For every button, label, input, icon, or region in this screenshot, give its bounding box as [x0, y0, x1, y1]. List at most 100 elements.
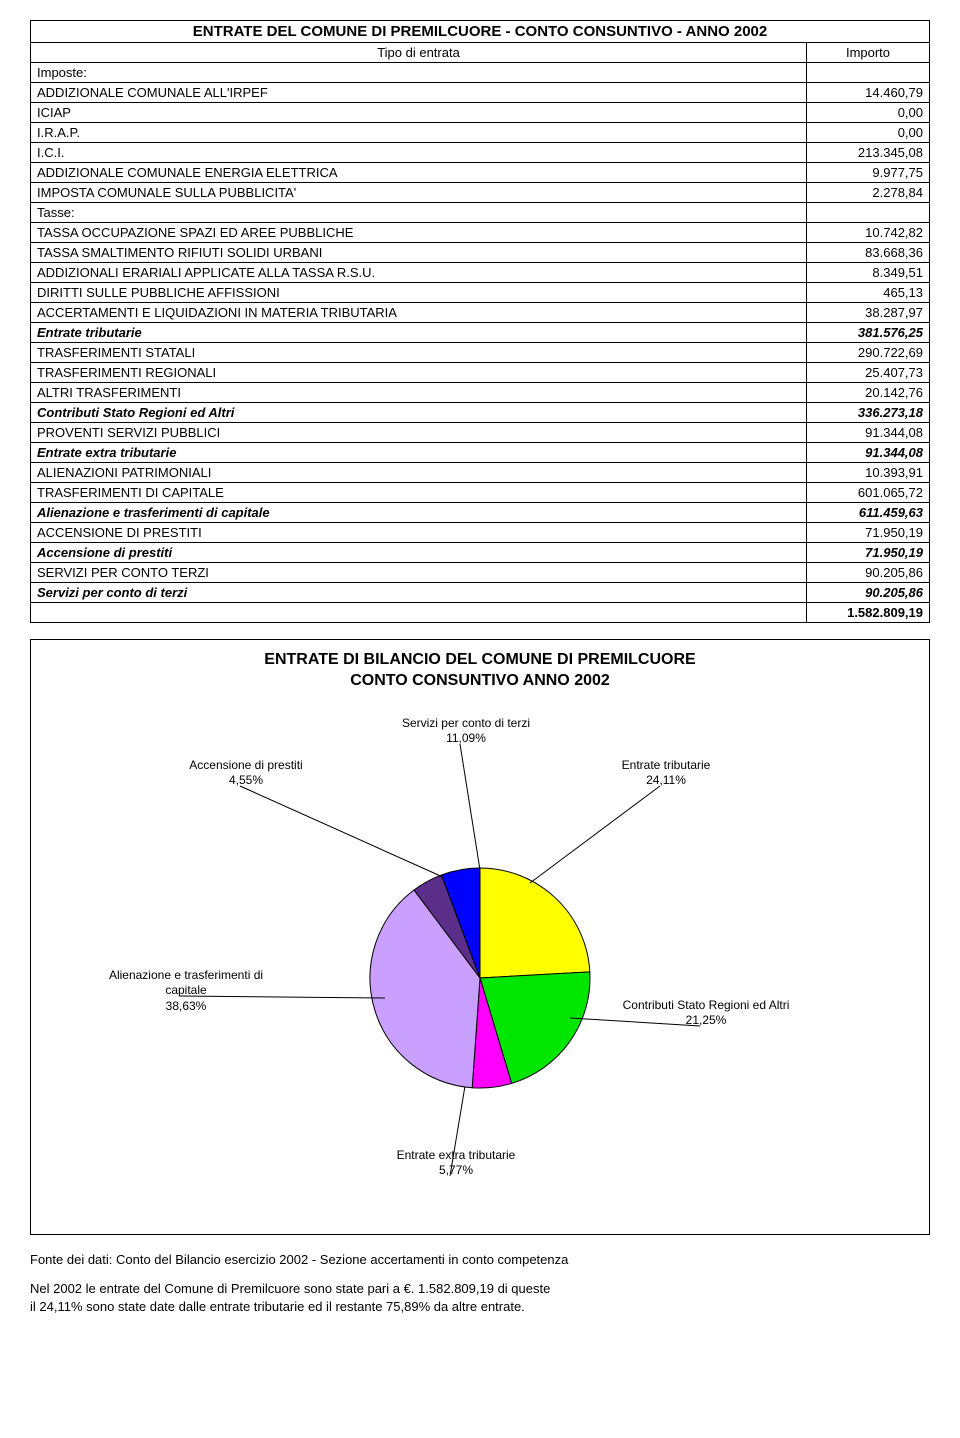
row-value: 0,00 [807, 123, 930, 143]
row-value: 601.065,72 [807, 483, 930, 503]
table-title: ENTRATE DEL COMUNE DI PREMILCUORE - CONT… [31, 21, 930, 43]
leader-line [460, 744, 480, 870]
row-label: Alienazione e trasferimenti di capitale [31, 503, 807, 523]
row-label: Contributi Stato Regioni ed Altri [31, 403, 807, 423]
row-value [807, 63, 930, 83]
row-value: 290.722,69 [807, 343, 930, 363]
row-label: ACCENSIONE DI PRESTITI [31, 523, 807, 543]
table-row: TRASFERIMENTI STATALI290.722,69 [31, 343, 930, 363]
row-label: Entrate tributarie [31, 323, 807, 343]
row-label: ACCERTAMENTI E LIQUIDAZIONI IN MATERIA T… [31, 303, 807, 323]
chart-box: ENTRATE DI BILANCIO DEL COMUNE DI PREMIL… [30, 639, 930, 1235]
col-right: Importo [807, 43, 930, 63]
table-row: Entrate extra tributarie91.344,08 [31, 443, 930, 463]
row-label [31, 603, 807, 623]
row-value: 91.344,08 [807, 443, 930, 463]
leader-line [240, 786, 445, 878]
table-row: ADDIZIONALE COMUNALE ALL'IRPEF14.460,79 [31, 83, 930, 103]
row-value: 336.273,18 [807, 403, 930, 423]
table-row: TRASFERIMENTI DI CAPITALE601.065,72 [31, 483, 930, 503]
table-row: TASSA SMALTIMENTO RIFIUTI SOLIDI URBANI8… [31, 243, 930, 263]
row-value: 0,00 [807, 103, 930, 123]
row-label: ADDIZIONALI ERARIALI APPLICATE ALLA TASS… [31, 263, 807, 283]
leader-line [530, 786, 660, 883]
row-value: 10.742,82 [807, 223, 930, 243]
row-label: ICIAP [31, 103, 807, 123]
row-label: ALIENAZIONI PATRIMONIALI [31, 463, 807, 483]
table-row: Entrate tributarie381.576,25 [31, 323, 930, 343]
entrate-table: ENTRATE DEL COMUNE DI PREMILCUORE - CONT… [30, 20, 930, 623]
row-label: Tasse: [31, 203, 807, 223]
table-row: ALTRI TRASFERIMENTI20.142,76 [31, 383, 930, 403]
row-value: 9.977,75 [807, 163, 930, 183]
row-value: 83.668,36 [807, 243, 930, 263]
row-value: 71.950,19 [807, 543, 930, 563]
row-label: Servizi per conto di terzi [31, 583, 807, 603]
row-label: ADDIZIONALE COMUNALE ENERGIA ELETTRICA [31, 163, 807, 183]
row-label: I.C.I. [31, 143, 807, 163]
row-label: TASSA OCCUPAZIONE SPAZI ED AREE PUBBLICH… [31, 223, 807, 243]
row-label: IMPOSTA COMUNALE SULLA PUBBLICITA' [31, 183, 807, 203]
row-label: SERVIZI PER CONTO TERZI [31, 563, 807, 583]
row-value: 25.407,73 [807, 363, 930, 383]
table-row: Contributi Stato Regioni ed Altri336.273… [31, 403, 930, 423]
row-label: DIRITTI SULLE PUBBLICHE AFFISSIONI [31, 283, 807, 303]
chart-title-line2: CONTO CONSUNTIVO ANNO 2002 [41, 671, 919, 692]
row-value: 213.345,08 [807, 143, 930, 163]
table-row: Tasse: [31, 203, 930, 223]
row-label: ALTRI TRASFERIMENTI [31, 383, 807, 403]
row-value: 71.950,19 [807, 523, 930, 543]
table-row: ALIENAZIONI PATRIMONIALI10.393,91 [31, 463, 930, 483]
table-row: Servizi per conto di terzi90.205,86 [31, 583, 930, 603]
chart-annotation: Entrate extra tributarie5,77% [371, 1148, 541, 1179]
table-row: I.R.A.P.0,00 [31, 123, 930, 143]
row-value: 14.460,79 [807, 83, 930, 103]
chart-annotation: Accensione di prestiti4,55% [161, 758, 331, 789]
row-label: I.R.A.P. [31, 123, 807, 143]
chart-annotation: Alienazione e trasferimenti di capitale3… [101, 968, 271, 1015]
row-label: TRASFERIMENTI DI CAPITALE [31, 483, 807, 503]
table-row: TRASFERIMENTI REGIONALI25.407,73 [31, 363, 930, 383]
chart-title: ENTRATE DI BILANCIO DEL COMUNE DI PREMIL… [41, 650, 919, 692]
row-label: Accensione di prestiti [31, 543, 807, 563]
chart-annotation: Contributi Stato Regioni ed Altri21,25% [621, 998, 791, 1029]
table-row: ICIAP0,00 [31, 103, 930, 123]
footnotes: Fonte dei dati: Conto del Bilancio eserc… [30, 1251, 930, 1316]
row-value: 1.582.809,19 [807, 603, 930, 623]
table-row: Accensione di prestiti71.950,19 [31, 543, 930, 563]
table-row: Alienazione e trasferimenti di capitale6… [31, 503, 930, 523]
row-value: 8.349,51 [807, 263, 930, 283]
row-value: 91.344,08 [807, 423, 930, 443]
table-row: SERVIZI PER CONTO TERZI90.205,86 [31, 563, 930, 583]
col-left: Tipo di entrata [31, 43, 807, 63]
chart-area: Entrate tributarie24,11% Contributi Stato… [41, 698, 919, 1218]
row-value: 38.287,97 [807, 303, 930, 323]
table-row: PROVENTI SERVIZI PUBBLICI91.344,08 [31, 423, 930, 443]
table-row: TASSA OCCUPAZIONE SPAZI ED AREE PUBBLICH… [31, 223, 930, 243]
row-value: 90.205,86 [807, 563, 930, 583]
row-value [807, 203, 930, 223]
table-row: DIRITTI SULLE PUBBLICHE AFFISSIONI465,13 [31, 283, 930, 303]
table-row: ADDIZIONALE COMUNALE ENERGIA ELETTRICA9.… [31, 163, 930, 183]
row-value: 90.205,86 [807, 583, 930, 603]
table-row: ACCENSIONE DI PRESTITI71.950,19 [31, 523, 930, 543]
row-value: 611.459,63 [807, 503, 930, 523]
footnote-body: Nel 2002 le entrate del Comune di Premil… [30, 1280, 930, 1315]
table-row: Imposte: [31, 63, 930, 83]
row-label: TASSA SMALTIMENTO RIFIUTI SOLIDI URBANI [31, 243, 807, 263]
footnote-source: Fonte dei dati: Conto del Bilancio eserc… [30, 1251, 930, 1269]
row-label: TRASFERIMENTI REGIONALI [31, 363, 807, 383]
row-label: PROVENTI SERVIZI PUBBLICI [31, 423, 807, 443]
chart-annotation: Servizi per conto di terzi11,09% [381, 716, 551, 747]
row-label: TRASFERIMENTI STATALI [31, 343, 807, 363]
table-row: I.C.I.213.345,08 [31, 143, 930, 163]
row-label: Entrate extra tributarie [31, 443, 807, 463]
row-value: 381.576,25 [807, 323, 930, 343]
row-value: 465,13 [807, 283, 930, 303]
row-label: ADDIZIONALE COMUNALE ALL'IRPEF [31, 83, 807, 103]
table-row: ADDIZIONALI ERARIALI APPLICATE ALLA TASS… [31, 263, 930, 283]
row-value: 10.393,91 [807, 463, 930, 483]
chart-title-line1: ENTRATE DI BILANCIO DEL COMUNE DI PREMIL… [41, 650, 919, 671]
table-row: 1.582.809,19 [31, 603, 930, 623]
chart-annotation: Entrate tributarie24,11% [581, 758, 751, 789]
